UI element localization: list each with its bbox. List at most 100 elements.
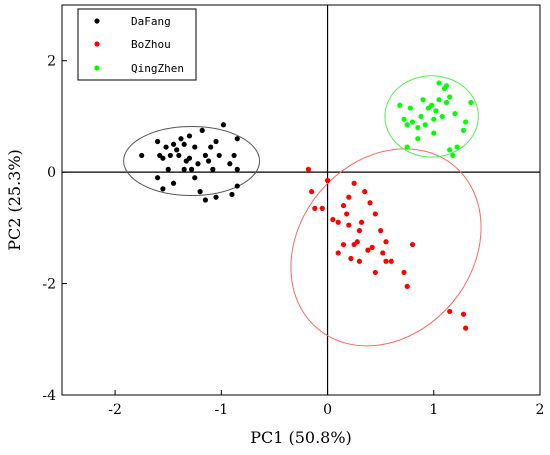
point-dafang [163, 144, 169, 150]
point-qingzhen [463, 119, 469, 125]
point-dafang [160, 155, 166, 161]
legend-marker-bozhou [94, 41, 100, 47]
point-dafang [181, 166, 187, 172]
x-tick-label: 2 [536, 402, 545, 418]
y-tick-label: -2 [42, 277, 56, 293]
point-bozhou [348, 255, 354, 262]
point-qingzhen [407, 105, 414, 111]
point-dafang [170, 141, 177, 147]
point-qingzhen [436, 80, 442, 86]
legend-marker-qingzhen [94, 65, 100, 71]
point-dafang [160, 186, 166, 192]
point-dafang [178, 136, 184, 142]
point-bozhou [356, 228, 363, 234]
x-tick-label: 1 [429, 402, 438, 418]
point-qingzhen [431, 130, 437, 136]
point-dafang [174, 147, 180, 153]
x-tick-label: -2 [108, 402, 122, 418]
point-bozhou [351, 180, 357, 186]
point-dafang [202, 152, 208, 159]
point-bozhou [383, 239, 389, 245]
point-bozhou [319, 205, 325, 211]
point-dafang [213, 194, 219, 200]
point-bozhou [372, 269, 378, 276]
point-qingzhen [454, 144, 460, 150]
point-qingzhen [429, 102, 435, 108]
point-qingzhen [433, 108, 439, 114]
point-dafang [234, 136, 240, 142]
point-qingzhen [443, 99, 450, 106]
point-dafang [202, 197, 208, 203]
point-dafang [227, 161, 233, 167]
point-qingzhen [420, 97, 426, 103]
point-qingzhen [404, 144, 410, 150]
x-axis-label: PC1 (50.8%) [250, 428, 352, 447]
plot-frame [61, 4, 541, 396]
confidence-ellipses [123, 75, 482, 347]
point-qingzhen [431, 116, 437, 122]
point-bozhou [367, 200, 373, 206]
point-dafang [234, 183, 240, 189]
point-qingzhen [422, 122, 428, 128]
point-bozhou [344, 211, 350, 217]
point-dafang [176, 152, 182, 159]
point-qingzhen [404, 122, 410, 128]
point-qingzhen [450, 152, 456, 159]
point-bozhou [346, 222, 352, 228]
point-bozhou [447, 308, 453, 315]
axis-ticks: -2 -1 0 1 2 -4 -2 0 2 [42, 54, 544, 418]
point-qingzhen [415, 136, 421, 142]
point-dafang [186, 155, 193, 161]
point-bozhou [380, 250, 386, 256]
point-bozhou [401, 269, 407, 276]
point-dafang [234, 166, 240, 172]
point-dafang [192, 144, 198, 150]
point-dafang [155, 175, 161, 181]
point-bozhou [324, 177, 331, 184]
point-bozhou [365, 247, 371, 253]
point-bozhou [305, 166, 312, 172]
point-dafang [181, 141, 187, 147]
point-dafang [197, 189, 203, 195]
data-points [139, 80, 474, 331]
point-dafang [155, 138, 161, 145]
point-dafang [229, 191, 235, 198]
x-tick-label: -1 [215, 402, 229, 418]
point-dafang [231, 152, 237, 159]
point-qingzhen [409, 119, 416, 125]
ellipse-bozhou [290, 148, 482, 347]
point-bozhou [409, 241, 416, 248]
point-dafang [188, 166, 195, 172]
point-bozhou [358, 219, 365, 225]
point-bozhou [312, 205, 318, 211]
point-bozhou [372, 211, 378, 217]
point-qingzhen [447, 94, 453, 100]
point-dafang [199, 127, 205, 133]
point-dafang [186, 133, 193, 139]
point-bozhou [378, 228, 384, 234]
point-qingzhen [439, 113, 445, 120]
y-axis-label: PC2 (25.3%) [5, 149, 24, 251]
point-dafang [165, 166, 171, 172]
point-dafang [216, 152, 222, 159]
point-bozhou [463, 325, 469, 331]
point-bozhou [369, 244, 375, 250]
point-bozhou [383, 258, 389, 264]
point-dafang [195, 161, 201, 167]
point-dafang [170, 180, 177, 186]
point-qingzhen [460, 127, 467, 133]
legend-label-dafang: DaFang [131, 15, 171, 28]
point-bozhou [346, 194, 352, 200]
ellipse-dafang [123, 125, 261, 197]
point-qingzhen [447, 147, 453, 153]
legend-marker-dafang [94, 18, 100, 24]
point-bozhou [388, 258, 394, 264]
point-dafang [208, 144, 214, 150]
point-bozhou [354, 239, 360, 245]
point-dafang [205, 158, 212, 164]
ellipse-qingzhen [384, 75, 479, 158]
point-bozhou [340, 202, 347, 209]
x-tick-label: 0 [323, 402, 332, 418]
y-tick-label: 0 [47, 165, 56, 181]
point-dafang [192, 175, 198, 181]
